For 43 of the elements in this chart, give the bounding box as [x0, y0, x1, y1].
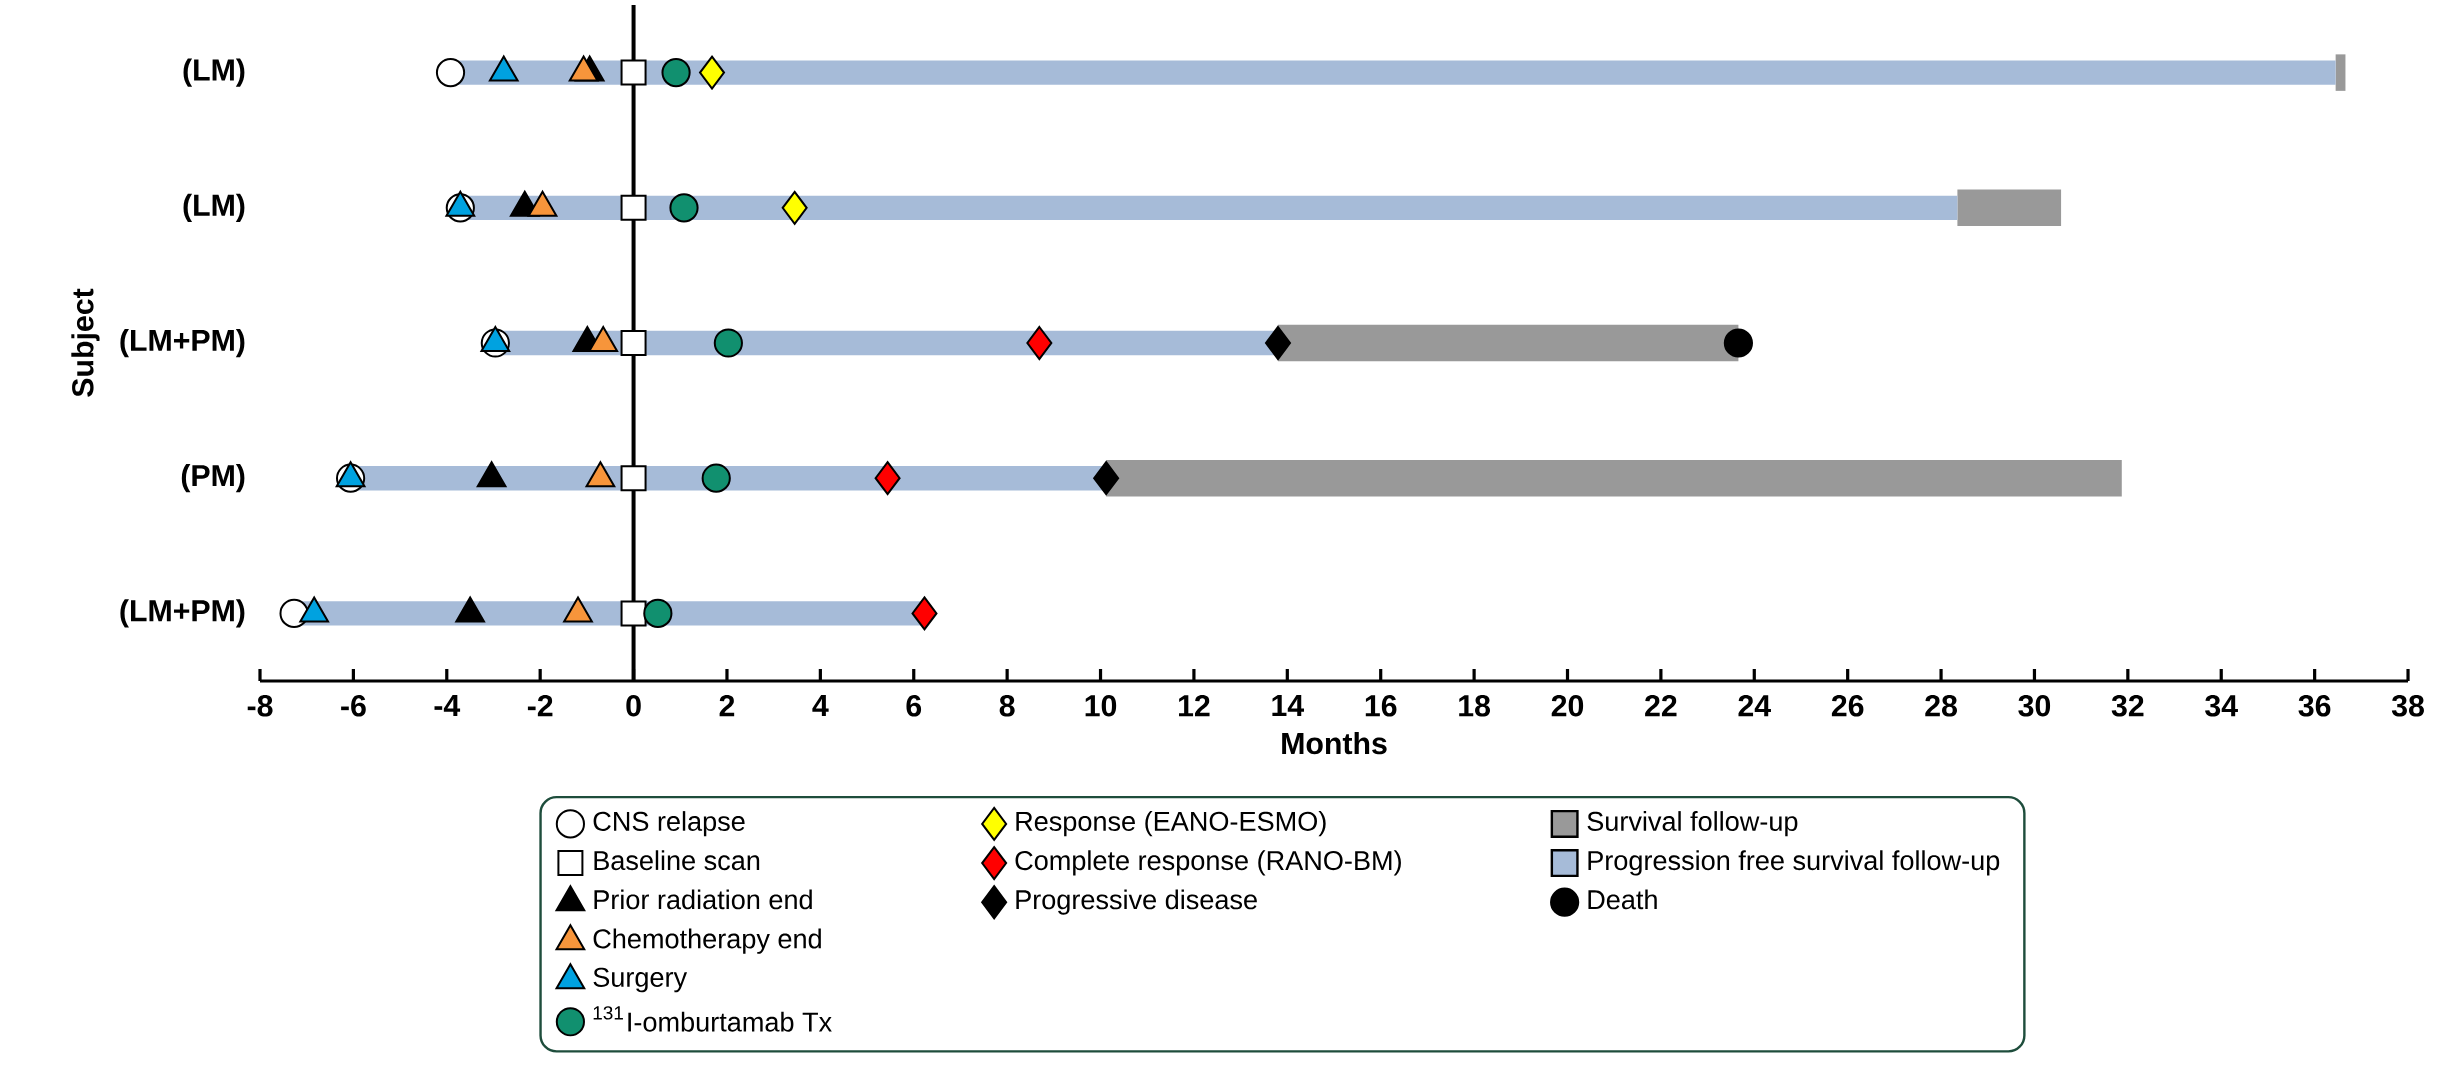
- legend-label: $^{131}$I-omburtamab Tx: [593, 1006, 832, 1032]
- x-tick-label: 30: [2018, 695, 2051, 717]
- y-tick-label: (LM+PM): [120, 328, 245, 358]
- x-tick-label: 16: [1365, 695, 1397, 717]
- x-axis-title: Months: [1282, 731, 1387, 755]
- legend-label: CNS relapse: [593, 811, 745, 837]
- y-tick-label: (LM+PM): [120, 599, 245, 628]
- x-tick-label: 34: [2205, 695, 2238, 717]
- legend-label: Prior radiation end: [594, 889, 812, 910]
- x-tick-label: 14: [1272, 695, 1304, 716]
- x-tick-label: 28: [1925, 695, 1957, 717]
- legend-label: Progressive disease: [1016, 889, 1257, 915]
- x-tick-label: -2: [527, 695, 553, 717]
- x-tick-label: 32: [2111, 695, 2144, 717]
- x-tick-label: 8: [999, 695, 1015, 717]
- x-tick-label: 22: [1645, 695, 1677, 717]
- x-tick-label: 36: [2298, 695, 2331, 717]
- legend-label: Complete response (RANO-BM): [1015, 850, 1401, 876]
- x-tick-label: 24: [1738, 695, 1771, 717]
- x-tick-label: 26: [1831, 695, 1864, 717]
- legend-label: Survival follow-up: [1587, 811, 1798, 837]
- x-tick-label: 20: [1551, 695, 1584, 717]
- y-tick-label: (LM): [183, 193, 245, 222]
- y-tick-label: (LM): [183, 58, 245, 87]
- x-tick-label: 2: [719, 695, 735, 717]
- x-tick-label: -4: [434, 695, 461, 716]
- legend-label: Chemotherapy end: [593, 928, 821, 954]
- y-tick-label: (PM): [181, 464, 245, 493]
- x-tick-label: 38: [2391, 695, 2424, 717]
- legend-label: Death: [1588, 889, 1657, 910]
- x-tick-label: 12: [1179, 695, 1210, 717]
- x-tick-label: 10: [1085, 695, 1117, 717]
- x-tick-label: 18: [1459, 695, 1491, 717]
- legend-label: Response (EANO-ESMO): [1016, 811, 1326, 837]
- legend-label: Surgery: [593, 967, 688, 993]
- x-tick-label: 6: [906, 695, 922, 717]
- y-axis-title: Subject: [71, 288, 100, 397]
- x-tick-label: 4: [812, 695, 829, 716]
- legend-label: Progression free survival follow-up: [1588, 850, 2000, 876]
- x-tick-label: -8: [247, 695, 273, 717]
- x-tick-label: 0: [626, 695, 641, 717]
- legend-label: Baseline scan: [594, 850, 760, 871]
- x-tick-label: -6: [341, 695, 366, 717]
